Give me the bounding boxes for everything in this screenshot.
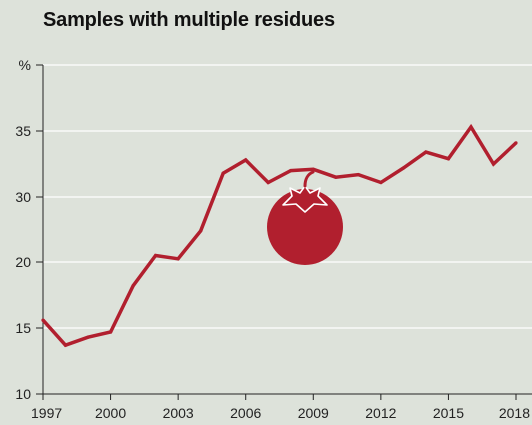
- data-point: [221, 171, 225, 175]
- data-point: [41, 318, 45, 322]
- data-point: [446, 157, 450, 161]
- y-unit-label: %: [19, 57, 31, 73]
- x-tick-label: 1997: [31, 405, 62, 421]
- data-point: [514, 141, 518, 145]
- axes: [36, 64, 532, 400]
- data-point: [244, 158, 248, 162]
- series-layer: [41, 123, 518, 348]
- data-point: [86, 335, 90, 339]
- data-point: [131, 284, 135, 288]
- y-tick-label: 20: [15, 254, 31, 270]
- tomato-icon: [267, 170, 343, 265]
- data-point: [289, 169, 293, 173]
- data-point: [311, 167, 315, 171]
- x-tick-label: 2012: [365, 405, 396, 421]
- x-tick-label: 2006: [230, 405, 261, 421]
- series-line: [41, 123, 518, 348]
- data-point: [63, 343, 68, 347]
- data-point: [401, 166, 405, 170]
- data-point: [491, 162, 496, 166]
- data-point: [199, 229, 203, 233]
- y-tick-label: 30: [15, 189, 31, 205]
- data-point: [356, 173, 360, 177]
- y-tick-label: 15: [15, 320, 31, 336]
- data-point: [154, 253, 158, 258]
- chart-title: Samples with multiple residues: [43, 9, 335, 31]
- y-tick-label: 10: [15, 386, 31, 402]
- x-tick-label: 2000: [95, 405, 126, 421]
- x-tick-label: 2009: [298, 405, 329, 421]
- x-tick-label: 2003: [163, 405, 194, 421]
- data-point: [266, 180, 270, 185]
- x-tick-label: 2015: [433, 405, 464, 421]
- data-point: [424, 150, 428, 154]
- y-tick-label: 35: [15, 123, 31, 139]
- data-point: [109, 330, 113, 334]
- data-point: [334, 175, 338, 179]
- x-tick-label: 2018: [499, 405, 530, 421]
- tick-labels: 10 15 20 30 35% 1997 2000 2003 2006 2009 2012 2015 2…: [15, 57, 530, 421]
- data-point: [176, 257, 180, 261]
- data-point: [379, 180, 383, 185]
- data-point: [469, 125, 473, 129]
